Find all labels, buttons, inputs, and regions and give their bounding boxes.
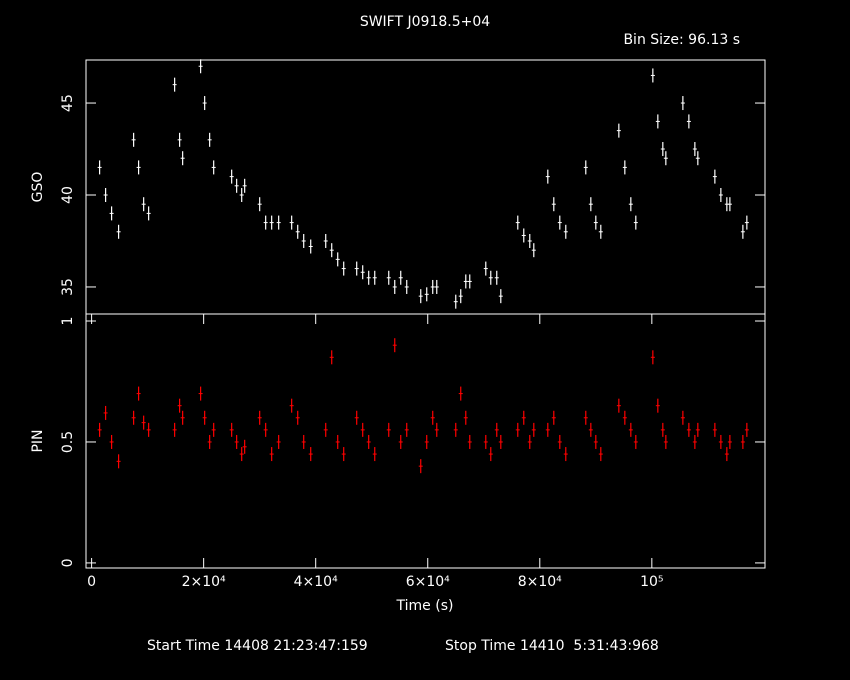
stop-time: Stop Time 14410 5:31:43:968 (445, 638, 659, 654)
y-tick-label: 35 (60, 278, 76, 296)
x-tick-label: 10⁵ (640, 574, 663, 590)
y-tick-label: 0.5 (60, 431, 76, 453)
x-tick-label: 4×10⁴ (294, 574, 338, 590)
y-axis-label: PIN (30, 429, 46, 452)
chart-title: SWIFT J0918.5+04 (360, 14, 490, 30)
start-time: Start Time 14408 21:23:47:159 (147, 638, 368, 654)
x-tick-label: 0 (87, 574, 96, 590)
y-axis-label: GSO (30, 172, 46, 203)
plot-frame (85, 59, 766, 315)
x-axis-label: Time (s) (396, 598, 454, 614)
y-tick-label: 45 (60, 94, 76, 112)
x-tick-label: 2×10⁴ (182, 574, 226, 590)
x-tick-label: 8×10⁴ (518, 574, 562, 590)
y-tick-label: 0 (60, 558, 76, 567)
y-tick-label: 1 (60, 317, 76, 326)
x-tick-label: 6×10⁴ (406, 574, 450, 590)
plot-frame (85, 313, 766, 569)
y-tick-label: 40 (60, 186, 76, 204)
bin-size: Bin Size: 96.13 s (623, 32, 740, 48)
